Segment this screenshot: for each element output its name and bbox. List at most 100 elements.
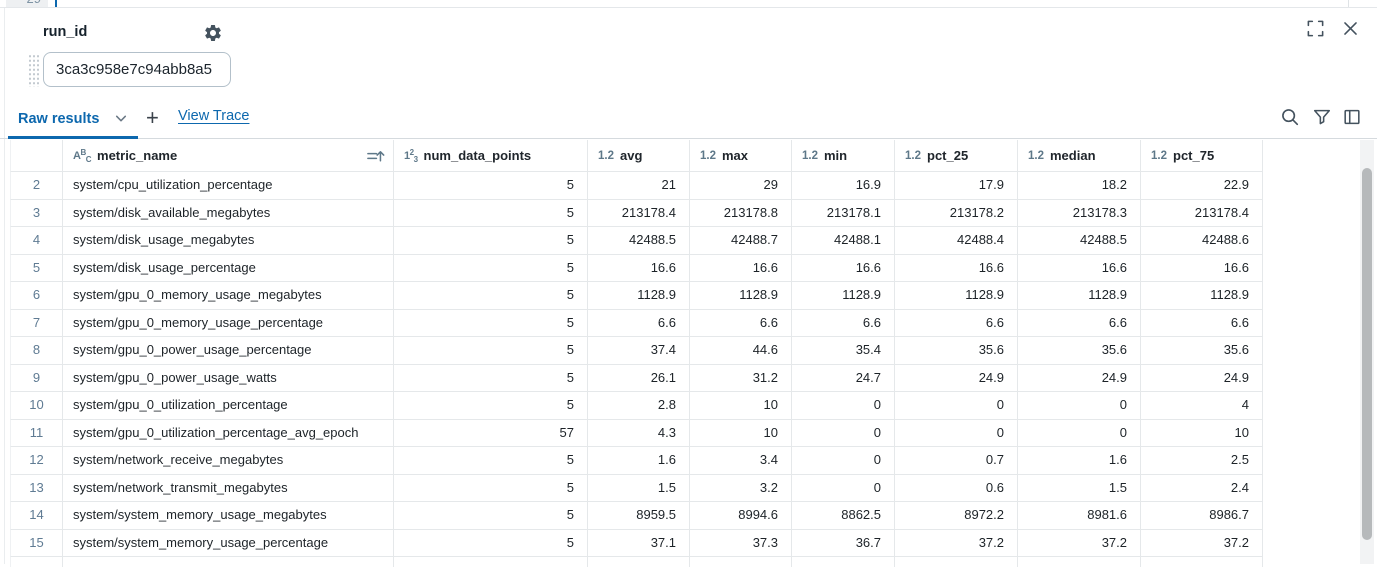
- cell[interactable]: 29: [690, 172, 792, 199]
- cell[interactable]: 5: [394, 254, 588, 281]
- table-row[interactable]: 5 system/disk_usage_percentage 5 16.6 16.6 16…: [10, 254, 1263, 282]
- cell[interactable]: 4: [1141, 392, 1263, 419]
- cell[interactable]: 37.3: [690, 529, 792, 556]
- cell[interactable]: 2.4: [1141, 474, 1263, 501]
- scrollbar-thumb[interactable]: [1362, 168, 1372, 540]
- table-row[interactable]: 8 system/gpu_0_power_usage_percentage 5 37.…: [10, 337, 1263, 365]
- cell[interactable]: 35.4: [792, 337, 895, 364]
- cell[interactable]: 5: [394, 474, 588, 501]
- view-trace-link[interactable]: View Trace: [178, 108, 250, 124]
- row-number[interactable]: 11: [11, 419, 63, 446]
- cell[interactable]: 6.6: [1141, 309, 1263, 336]
- row-number[interactable]: 13: [11, 474, 63, 501]
- cell[interactable]: 42488.4: [895, 227, 1018, 254]
- cell[interactable]: 44.6: [690, 337, 792, 364]
- cell[interactable]: 42488.5: [588, 227, 690, 254]
- cell[interactable]: 1128.9: [588, 282, 690, 309]
- scrollbar-track[interactable]: [1360, 140, 1374, 564]
- cell[interactable]: 213178.3: [1018, 199, 1141, 226]
- cell[interactable]: system/gpu_0_utilization_percentage_avg_…: [63, 419, 394, 446]
- cell[interactable]: 22.9: [1141, 172, 1263, 199]
- column-header-avg[interactable]: 1.2 avg: [588, 140, 690, 171]
- cell[interactable]: 42488.5: [1018, 227, 1141, 254]
- cell[interactable]: 213178.1: [792, 199, 895, 226]
- cell[interactable]: 8986.7: [1141, 502, 1263, 529]
- cell[interactable]: 8994.6: [690, 502, 792, 529]
- cell[interactable]: 6.6: [588, 309, 690, 336]
- row-number[interactable]: 14: [11, 502, 63, 529]
- cell[interactable]: 213178.2: [895, 199, 1018, 226]
- cell[interactable]: 10: [1141, 419, 1263, 446]
- cell[interactable]: 16.6: [895, 254, 1018, 281]
- cell[interactable]: 5: [394, 447, 588, 474]
- cell[interactable]: 5: [394, 282, 588, 309]
- cell[interactable]: 36.7: [792, 529, 895, 556]
- cell[interactable]: 57: [394, 419, 588, 446]
- row-number[interactable]: 5: [11, 254, 63, 281]
- cell[interactable]: 5: [394, 364, 588, 391]
- tab-raw-results[interactable]: Raw results: [8, 101, 138, 139]
- cell[interactable]: 6.6: [690, 309, 792, 336]
- row-number[interactable]: 3: [11, 199, 63, 226]
- table-row[interactable]: 2 system/cpu_utilization_percentage 5 21 29 1…: [10, 172, 1263, 200]
- cell[interactable]: 8981.6: [1018, 502, 1141, 529]
- cell[interactable]: system/system_memory_usage_percentage: [63, 529, 394, 556]
- cell[interactable]: 31.2: [690, 364, 792, 391]
- cell[interactable]: system/system_memory_usage_megabytes: [63, 502, 394, 529]
- cell[interactable]: 1128.9: [792, 282, 895, 309]
- row-number[interactable]: 12: [11, 447, 63, 474]
- cell[interactable]: system/gpu_0_memory_usage_megabytes: [63, 282, 394, 309]
- cell[interactable]: 8959.5: [588, 502, 690, 529]
- cell[interactable]: system/gpu_0_memory_usage_percentage: [63, 309, 394, 336]
- cell[interactable]: 24.9: [1141, 364, 1263, 391]
- cell[interactable]: 6.6: [1018, 309, 1141, 336]
- cell[interactable]: 35.6: [895, 337, 1018, 364]
- cell[interactable]: system/disk_usage_megabytes: [63, 227, 394, 254]
- cell[interactable]: 5: [394, 227, 588, 254]
- cell[interactable]: 5: [394, 172, 588, 199]
- cell[interactable]: 0: [792, 392, 895, 419]
- cell[interactable]: system/network_receive_megabytes: [63, 447, 394, 474]
- cell[interactable]: 5: [394, 199, 588, 226]
- cell[interactable]: 24.9: [895, 364, 1018, 391]
- cell[interactable]: system/network_transmit_megabytes: [63, 474, 394, 501]
- cell[interactable]: 6.6: [792, 309, 895, 336]
- column-header-min[interactable]: 1.2 min: [792, 140, 895, 171]
- row-number[interactable]: 8: [11, 337, 63, 364]
- column-header-num_data_points[interactable]: 1 2 3 num_data_points: [394, 140, 588, 171]
- cell[interactable]: 16.6: [588, 254, 690, 281]
- cell[interactable]: 17.9: [895, 172, 1018, 199]
- drag-handle[interactable]: [28, 54, 40, 87]
- cell[interactable]: 5: [394, 529, 588, 556]
- cell[interactable]: 0: [1018, 392, 1141, 419]
- cell[interactable]: 213178.4: [588, 199, 690, 226]
- row-number[interactable]: 2: [11, 172, 63, 199]
- row-number[interactable]: 9: [11, 364, 63, 391]
- cell[interactable]: 3.2: [690, 474, 792, 501]
- cell[interactable]: 1128.9: [1141, 282, 1263, 309]
- cell[interactable]: 16.6: [792, 254, 895, 281]
- cell[interactable]: 16.9: [792, 172, 895, 199]
- cell[interactable]: 4.3: [588, 419, 690, 446]
- cell[interactable]: 5: [394, 502, 588, 529]
- cell[interactable]: 42488.1: [792, 227, 895, 254]
- cell[interactable]: 6.6: [895, 309, 1018, 336]
- cell[interactable]: 35.6: [1141, 337, 1263, 364]
- cell[interactable]: 16.6: [1141, 254, 1263, 281]
- cell[interactable]: 0.6: [895, 474, 1018, 501]
- table-row[interactable]: 7 system/gpu_0_memory_usage_percentage 5 6.…: [10, 309, 1263, 337]
- table-row[interactable]: 3 system/disk_available_megabytes 5 213178.…: [10, 199, 1263, 227]
- cell[interactable]: 1128.9: [690, 282, 792, 309]
- column-header-pct_75[interactable]: 1.2 pct_75: [1141, 140, 1263, 171]
- cell[interactable]: system/disk_available_megabytes: [63, 199, 394, 226]
- cell[interactable]: system/cpu_utilization_percentage: [63, 172, 394, 199]
- cell[interactable]: 0: [895, 392, 1018, 419]
- cell[interactable]: 21: [588, 172, 690, 199]
- cell[interactable]: 1128.9: [1018, 282, 1141, 309]
- cell[interactable]: 0: [792, 447, 895, 474]
- cell[interactable]: 1.6: [588, 447, 690, 474]
- table-row[interactable]: 4 system/disk_usage_megabytes 5 42488.5 4248…: [10, 227, 1263, 255]
- row-number[interactable]: 15: [11, 529, 63, 556]
- table-row[interactable]: 14 system/system_memory_usage_megabytes 5 8…: [10, 502, 1263, 530]
- cell[interactable]: 10: [690, 392, 792, 419]
